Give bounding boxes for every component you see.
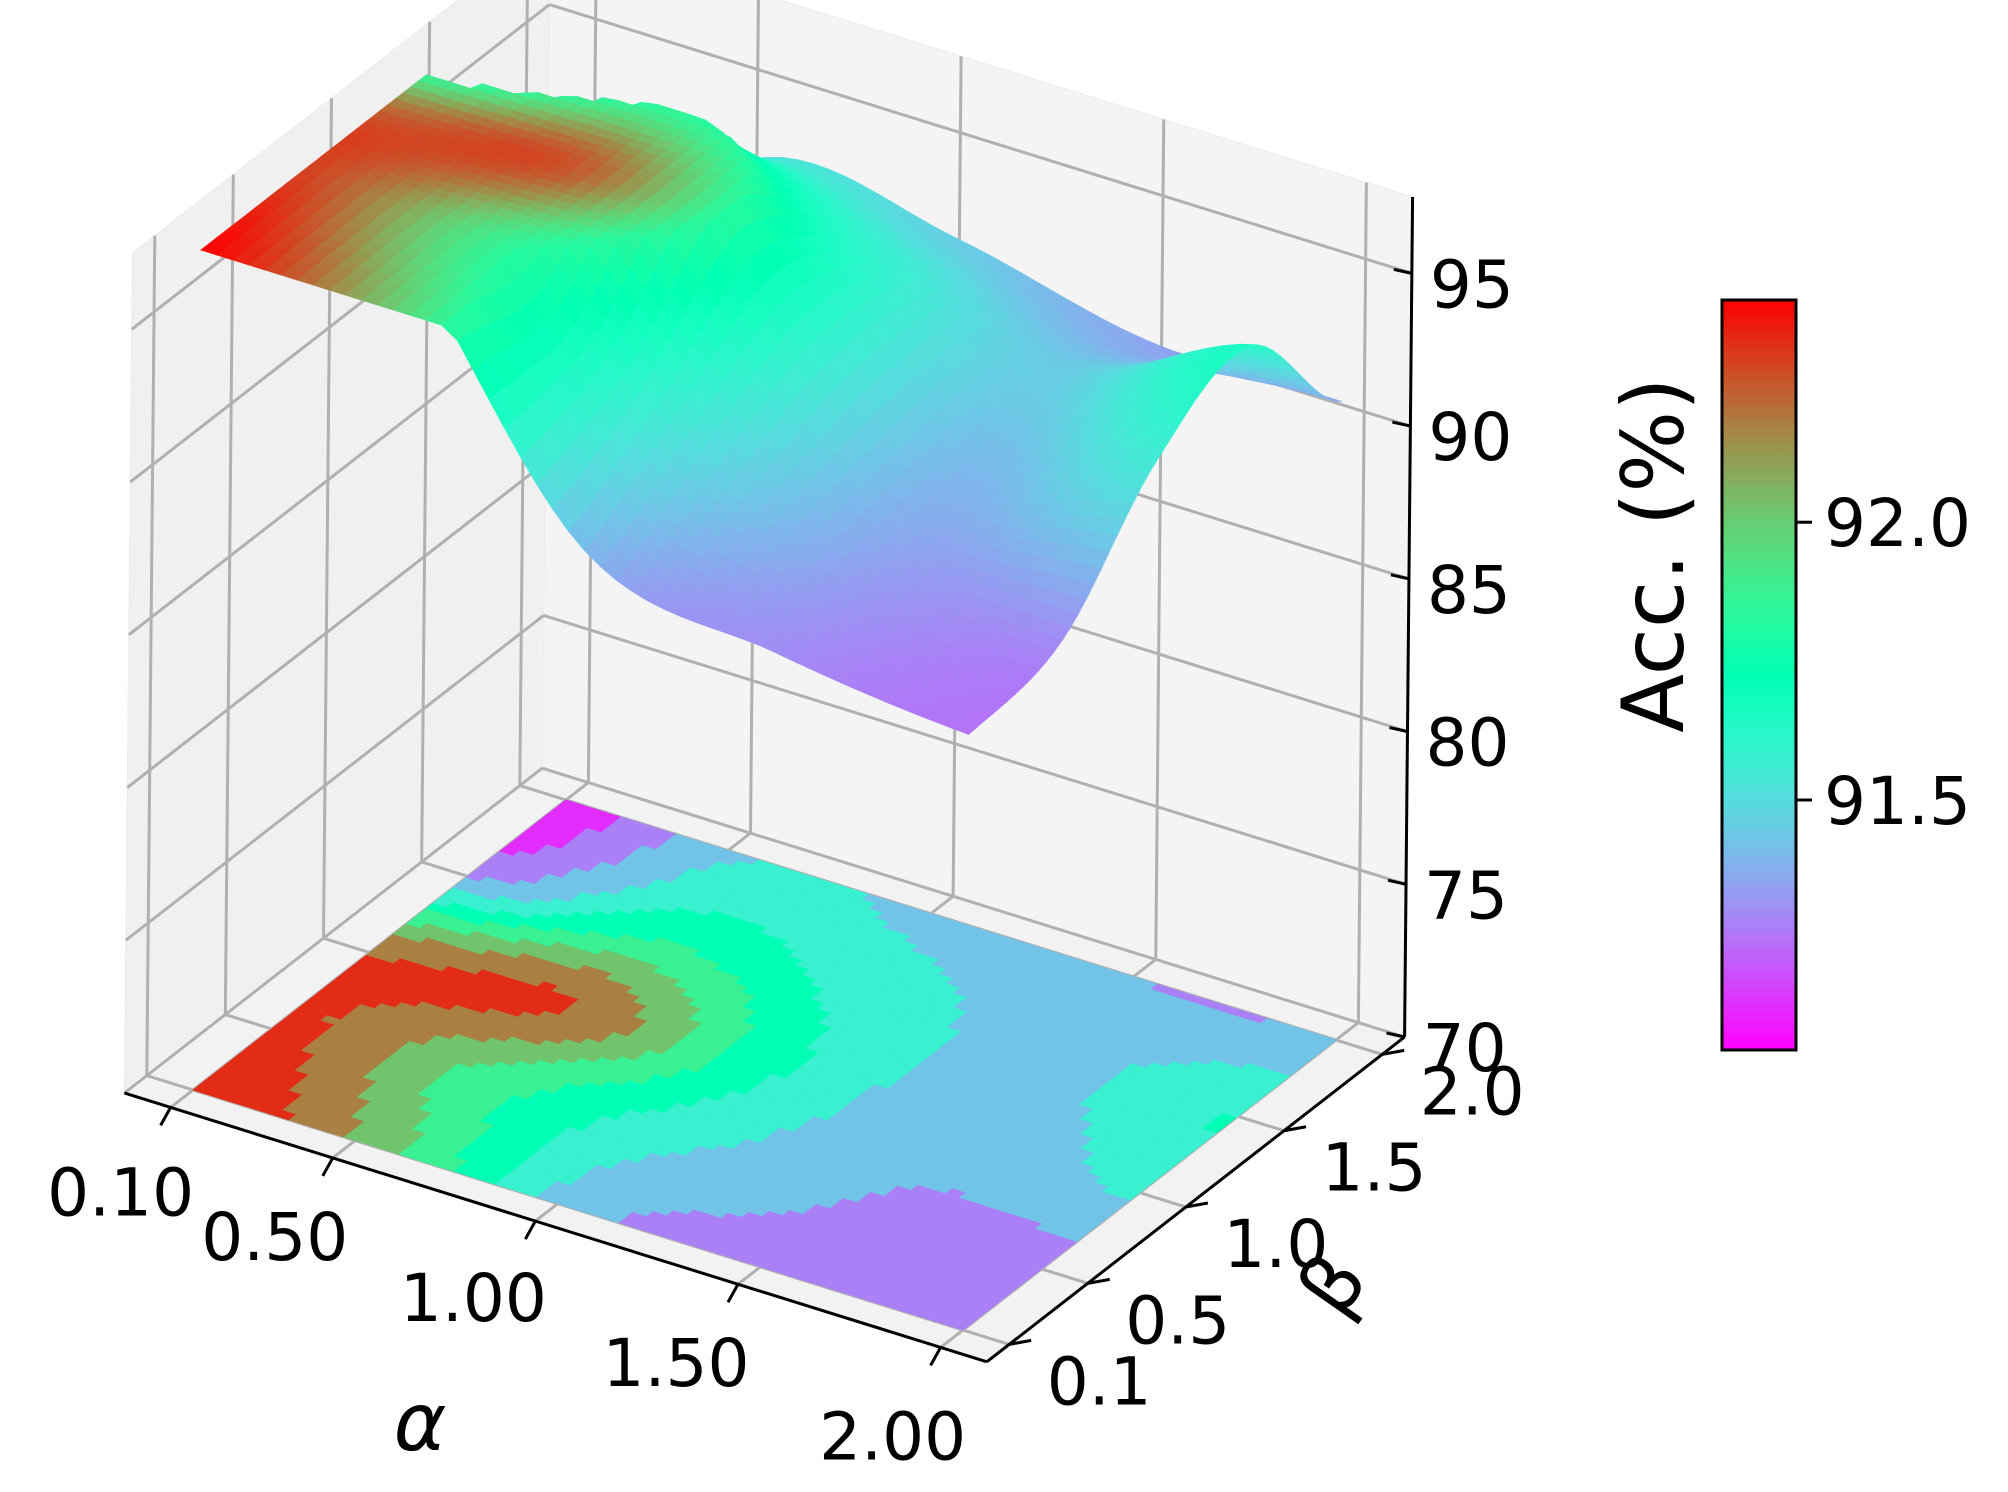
chart-svg: 0.100.501.001.502.00 0.10.51.01.52.0 707… (0, 0, 2008, 1488)
